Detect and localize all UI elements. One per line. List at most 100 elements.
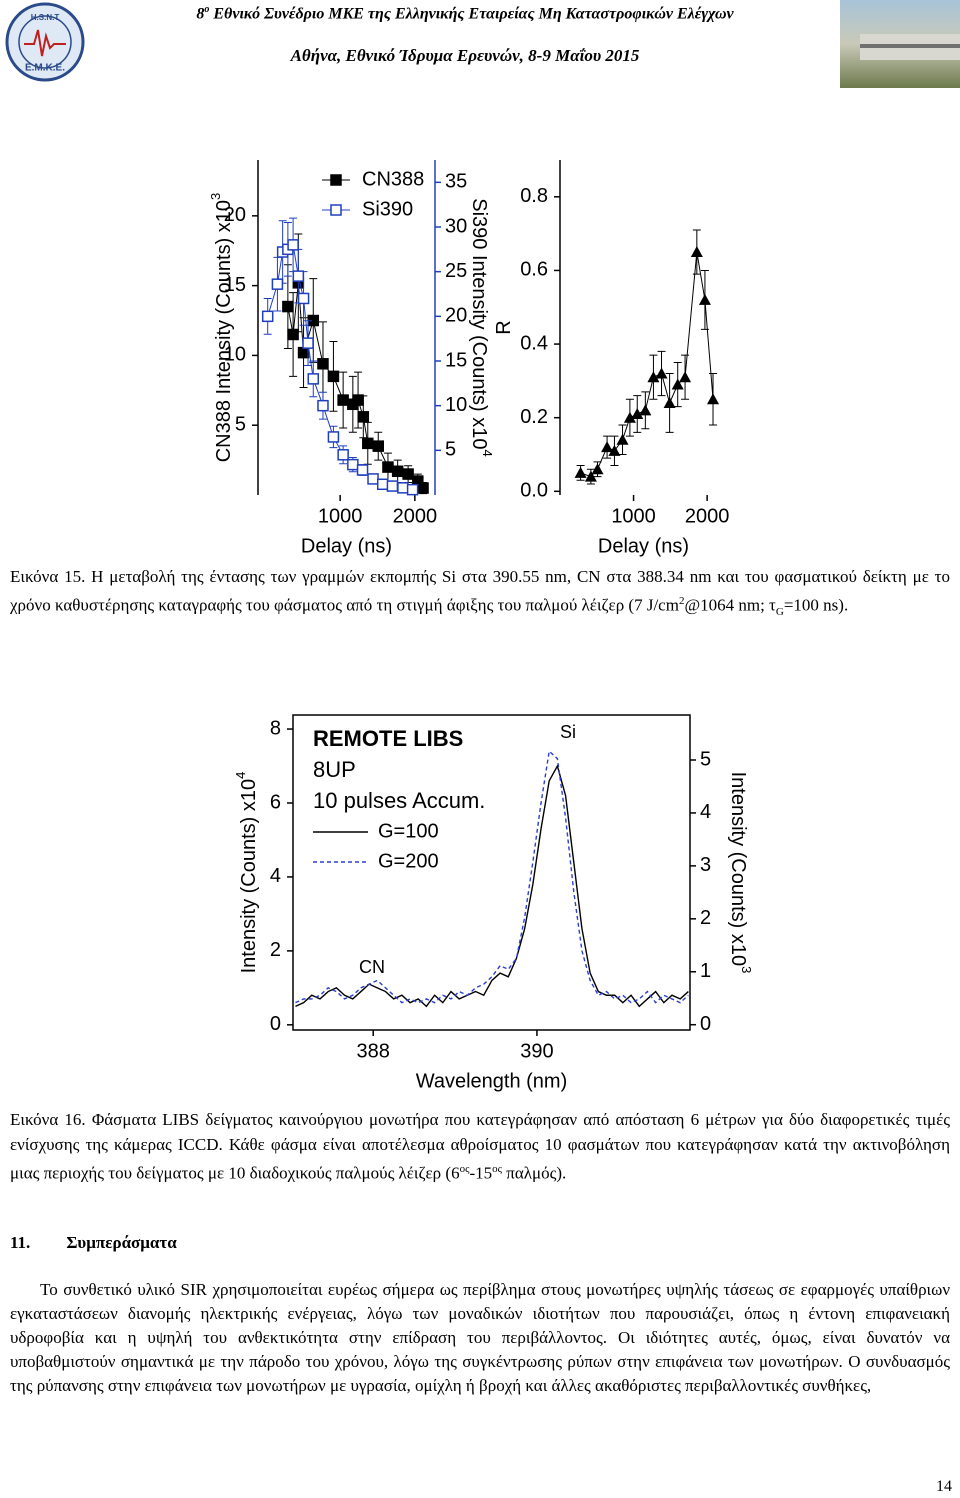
legend-label: CN388 (362, 168, 424, 190)
y2-axis-label: Si390 Intensity (Counts) x104 (468, 198, 495, 456)
figure16-caption: Εικόνα 16. Φάσματα LIBS δείγματος καινού… (10, 1107, 950, 1186)
y2-axis-label-exponent: 4 (480, 450, 495, 457)
y2-tick-label: 1 (700, 960, 711, 982)
y-axis-label: R (493, 320, 515, 334)
y2-tick-label: 20 (445, 305, 467, 327)
marker (397, 482, 409, 494)
caption-text: Εικόνα 15. Η μεταβολή της έντασης των γρ… (10, 567, 950, 615)
marker (287, 328, 299, 341)
y-tick-label: 5 (235, 413, 246, 435)
paragraph: Το συνθετικό υλικό SIR χρησιμοποιείται ε… (10, 1280, 950, 1395)
x-tick-label: 1000 (318, 505, 363, 527)
y-tick-label: 6 (270, 791, 281, 813)
x-tick-label: 1000 (611, 505, 656, 527)
x-tick-label: 388 (357, 1040, 390, 1062)
edition-sup: ο (204, 4, 210, 15)
marker (292, 270, 305, 282)
marker (608, 444, 621, 456)
y-tick-label: 4 (270, 865, 281, 887)
marker (330, 174, 342, 186)
header-photo (840, 0, 960, 88)
marker (671, 378, 684, 390)
y2-tick-label: 5 (700, 748, 711, 770)
marker (679, 371, 692, 383)
y-axis-label-exponent: 3 (208, 193, 223, 200)
y-tick-label: 20 (224, 204, 246, 226)
section-title: Συμπεράσματα (66, 1233, 177, 1252)
x-axis-label: Delay (ns) (598, 535, 689, 557)
caption-text: Εικόνα 16. Φάσματα LIBS δείγματος καινού… (10, 1110, 950, 1183)
y2-tick-label: 15 (445, 349, 467, 371)
x-tick-label: 2000 (393, 505, 438, 527)
y-tick-label: 8 (270, 717, 281, 739)
edition: 8 (196, 5, 205, 23)
marker (287, 239, 299, 251)
series-line (580, 251, 714, 478)
caption-sup: ος (492, 1163, 502, 1175)
y2-tick-label: 35 (445, 171, 467, 193)
logo-bottom: Ε.Μ.Κ.Ε. (25, 63, 65, 74)
marker (376, 478, 389, 491)
section-heading: 11. Συμπεράσματα (10, 1233, 177, 1253)
caption-sup: ος (459, 1163, 470, 1175)
caption-text: =100 ns). (783, 595, 849, 615)
y2-axis-label-exponent: 3 (739, 966, 754, 973)
marker (406, 483, 419, 496)
marker (584, 470, 597, 482)
y-tick-label: 0.6 (520, 259, 548, 281)
x-tick-label: 2000 (685, 505, 730, 527)
marker (357, 411, 370, 423)
y2-tick-label: 30 (445, 215, 467, 237)
marker (591, 463, 604, 475)
marker (362, 437, 374, 450)
caption-sub: G (775, 606, 784, 619)
marker (367, 473, 379, 485)
marker (297, 292, 310, 305)
marker (631, 408, 644, 420)
y2-tick-label: 5 (445, 439, 456, 461)
marker (261, 310, 274, 323)
y-tick-label: 0.4 (520, 332, 548, 354)
section-number: 11. (10, 1233, 31, 1252)
caption-text: παλμός). (501, 1163, 567, 1183)
y-tick-label: 0.2 (520, 406, 548, 428)
y2-axis-label-text: Si390 Intensity (Counts) x10 (468, 198, 490, 449)
logo: H.S.N.T Ε.Μ.Κ.Ε. (5, 2, 85, 82)
y-axis-label-text: CN388 Intensity (Counts) x10 (213, 200, 235, 462)
marker (337, 394, 349, 406)
y2-axis-label-text: Intensity (Counts) x10 (727, 772, 749, 967)
marker (655, 367, 668, 379)
marker (402, 468, 414, 480)
plot-frame (292, 714, 691, 1031)
y-axis-label: CN388 Intensity (Counts) x103 (208, 193, 235, 463)
y2-tick-label: 3 (700, 854, 711, 876)
marker (317, 358, 329, 370)
caption-text: @1064 nm; τ (684, 595, 776, 615)
y2-axis-label: Intensity (Counts) x103 (727, 772, 754, 974)
marker (302, 337, 314, 349)
y-tick-label: 0.0 (520, 480, 548, 502)
logo-top: H.S.N.T (31, 13, 60, 22)
marker (707, 393, 720, 405)
marker (352, 394, 364, 406)
marker (347, 458, 359, 471)
caption-sup: 2 (678, 595, 685, 607)
marker (690, 246, 703, 258)
x-axis-label: Wavelength (nm) (416, 1070, 568, 1092)
y-tick-label: 15 (224, 274, 246, 296)
y-axis-label: Intensity (Counts) x104 (233, 772, 260, 974)
marker (663, 396, 676, 408)
marker (417, 482, 429, 494)
series-line (295, 749, 689, 1004)
x-axis-label: Delay (ns) (301, 535, 392, 557)
header-line1: 8ο Εθνικό Συνέδριο ΜΚΕ της Ελληνικής Ετα… (100, 4, 830, 23)
marker (307, 373, 320, 385)
legend-label: G=100 (378, 820, 439, 842)
header-line2: Αθήνα, Εθνικό Ίδρυμα Ερευνών, 8-9 Μαΐου … (290, 46, 640, 65)
annotation: Si (560, 722, 576, 742)
marker (616, 433, 629, 445)
marker (639, 404, 652, 416)
y2-tick-label: 25 (445, 260, 467, 282)
